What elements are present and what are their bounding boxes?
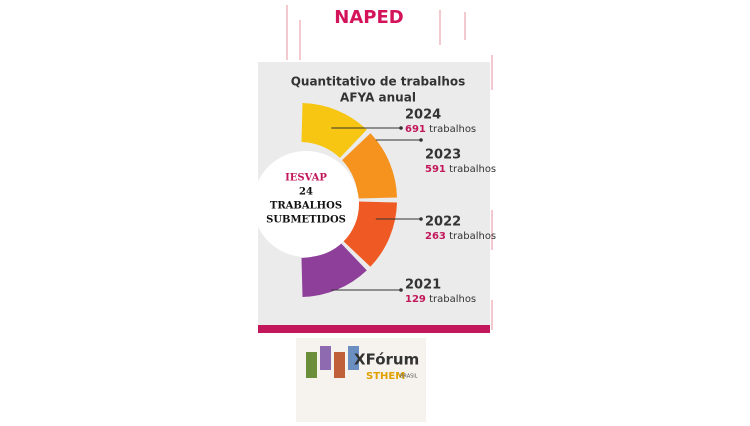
year: 2023 [425,148,461,163]
brand: NAPED [334,7,403,28]
title: Quantitativo de trabalhos [291,75,466,89]
ring-segment [301,242,367,297]
label: SUBMETIDOS [266,215,346,226]
connector-dot [399,126,403,130]
center-circle [253,151,359,257]
count-line: 263 trabalhos [425,231,496,242]
logo-brand: STHEM [366,371,405,382]
label: TRABALHOS [270,201,342,212]
year: 2021 [405,278,441,293]
unit: trabalhos [449,164,496,175]
connector-dot [419,138,423,142]
institution: IESVAP [285,173,327,184]
count: 24 [299,187,313,198]
logo-title: XFórum [354,351,419,369]
count-line: 591 trabalhos [425,164,496,175]
unit: trabalhos [449,231,496,242]
ring-segment [301,103,367,158]
connector-dot [399,288,403,292]
connector-dot [419,217,423,221]
year: 2022 [425,215,461,230]
count-line: 129 trabalhos [405,294,476,305]
title: AFYA anual [340,91,416,105]
center-text: IESVAP 24 TRABALHOS SUBMETIDOS [266,173,346,226]
logo-country: BRASIL [400,374,418,380]
count: 129 [405,294,426,305]
logo-box [296,338,426,422]
count-line: 691 trabalhos [405,124,476,135]
decor-lines [286,5,493,330]
ring-segment [342,133,397,199]
unit: trabalhos [429,294,476,305]
year: 2024 [405,108,441,123]
unit: trabalhos [429,124,476,135]
count: 591 [425,164,446,175]
card-bar [258,325,490,333]
count: 263 [425,231,446,242]
count: 691 [405,124,426,135]
logo-figures [306,346,359,378]
